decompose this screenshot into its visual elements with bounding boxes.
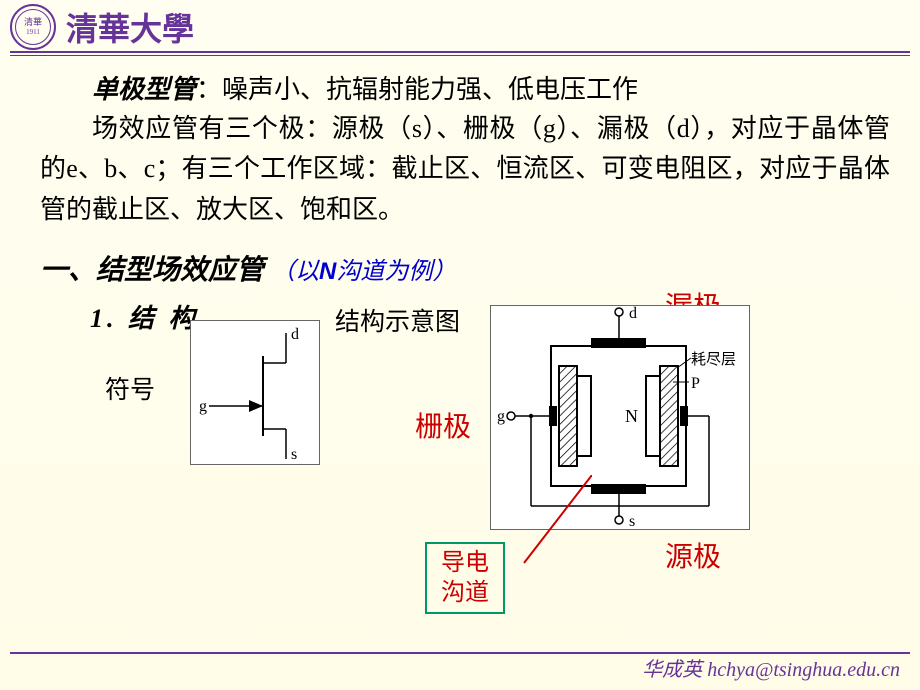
seal-year: 1911 (26, 28, 40, 36)
source-label: 源极 (665, 535, 721, 575)
term-heading: 单极型管 (92, 74, 196, 104)
schematic-label: 结构示意图 (335, 302, 460, 338)
region-p-label: P (691, 375, 700, 392)
university-name: 清華大學 (66, 4, 194, 50)
slide-header: 清華 1911 清華大學 (0, 0, 920, 50)
struct-terminal-s: s (629, 513, 635, 530)
diagram-area: 符号 结构示意图 漏极 栅极 源极 d s g (0, 280, 920, 620)
channel-line1: 导电 (441, 550, 489, 576)
footer-author: 华成英 (642, 659, 702, 681)
channel-line2: 沟道 (441, 580, 489, 606)
seal-text: 清華 (24, 17, 42, 27)
jfet-symbol-diagram: d s g (190, 320, 320, 465)
struct-terminal-d: d (629, 306, 637, 322)
header-rule-thin (10, 55, 910, 56)
channel-callout: 导电 沟道 (425, 542, 505, 614)
paragraph-1: 场效应管有三个极：源极（s）、栅极（g）、漏极（d），对应于晶体管的e、b、c；… (40, 109, 890, 230)
region-n-label: N (625, 406, 638, 426)
symbol-label: 符号 (105, 370, 155, 406)
depletion-label: 耗尽层 (691, 351, 736, 368)
struct-terminal-g: g (497, 408, 505, 425)
gate-label: 栅极 (415, 405, 471, 445)
terminal-s: s (291, 446, 297, 463)
footer-text: 华成英 hchya@tsinghua.edu.cn (642, 653, 900, 682)
university-seal-icon: 清華 1911 (10, 4, 56, 50)
header-rule-thick (10, 51, 910, 53)
footer-email: hchya@tsinghua.edu.cn (707, 659, 900, 681)
terminal-g: g (199, 398, 207, 415)
term-line: 单极型管：噪声小、抗辐射能力强、低电压工作 (40, 70, 890, 109)
term-desc: ：噪声小、抗辐射能力强、低电压工作 (196, 75, 638, 104)
jfet-structure-diagram: d s g N P 耗尽层 (490, 305, 750, 530)
terminal-d: d (291, 326, 299, 343)
